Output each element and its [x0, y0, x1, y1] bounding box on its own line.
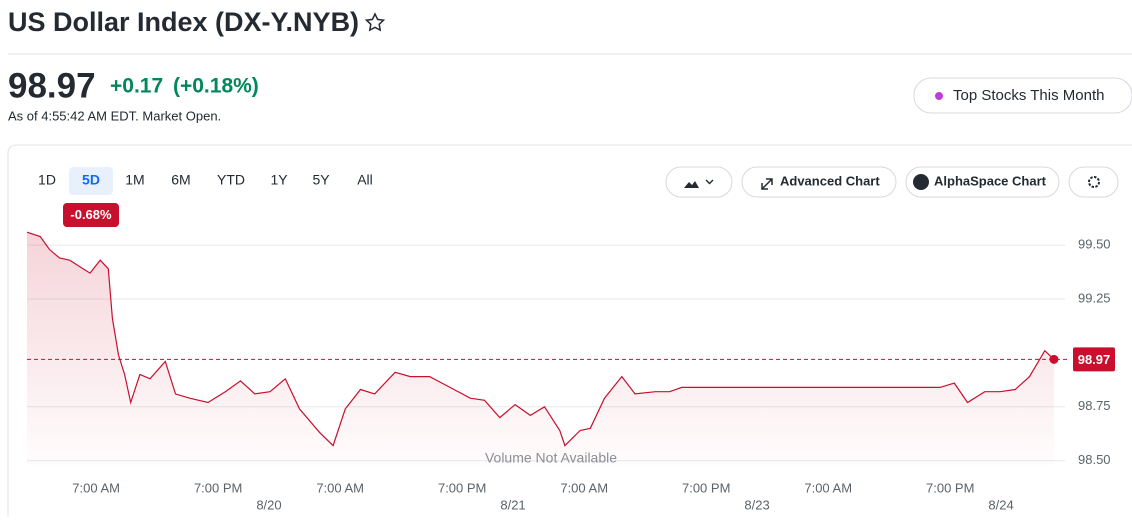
- price: 98.97: [8, 66, 96, 105]
- x-tick-label: 7:00 PM: [682, 480, 730, 495]
- x-tick-label: 7:00 AM: [560, 480, 608, 495]
- range-tab[interactable]: 6M: [171, 172, 190, 188]
- chart-card: [7, 144, 1132, 522]
- last-price-label: 98.97: [1078, 352, 1111, 367]
- as-of: As of 4:55:42 AM EDT. Market Open.: [8, 108, 221, 123]
- range-tab[interactable]: All: [357, 172, 373, 188]
- expand-icon: [761, 178, 773, 190]
- x-tick-label: 7:00 PM: [194, 480, 242, 495]
- promo-icon: [935, 92, 943, 100]
- date-tick-label: 8/21: [500, 497, 525, 512]
- period-change-badge: [63, 203, 119, 227]
- range-tab[interactable]: 5Y: [312, 172, 330, 188]
- alphaspace-label: AlphaSpace Chart: [934, 173, 1047, 188]
- x-tick-label: 7:00 AM: [804, 480, 852, 495]
- x-tick-label: 7:00 AM: [316, 480, 364, 495]
- promo-button[interactable]: [913, 77, 1132, 114]
- watchlist-star[interactable]: [364, 12, 386, 32]
- range-tab[interactable]: 5D: [82, 172, 100, 188]
- last-point: [1049, 354, 1059, 364]
- area: [27, 232, 1054, 465]
- y-tick-label: 99.50: [1078, 237, 1111, 252]
- advanced-chart-button[interactable]: [741, 166, 897, 198]
- price-line: [26, 231, 1055, 447]
- x-tick-label: 7:00 PM: [438, 480, 486, 495]
- mountain-icon: [684, 181, 699, 188]
- chart-type-button[interactable]: [665, 166, 733, 198]
- last-price-badge: [1073, 347, 1115, 372]
- alphaspace-button[interactable]: [905, 166, 1060, 198]
- promo-label: Top Stocks This Month: [953, 87, 1104, 104]
- change-percent: (+0.18%): [173, 75, 259, 98]
- date-tick-label: 8/20: [256, 497, 281, 512]
- range-tab[interactable]: YTD: [217, 172, 245, 188]
- period-change: -0.68%: [70, 207, 112, 222]
- range-tab[interactable]: 1M: [125, 172, 144, 188]
- date-tick-label: 8/23: [744, 497, 769, 512]
- settings-button[interactable]: [1068, 166, 1119, 198]
- date-tick-label: 8/24: [988, 497, 1013, 512]
- y-tick-label: 98.75: [1078, 398, 1111, 413]
- gear-icon: [1088, 176, 1100, 188]
- alphaspace-icon: [913, 174, 929, 190]
- range-tab-active: [69, 167, 113, 195]
- x-tick-label: 7:00 AM: [72, 480, 120, 495]
- y-tick-label: 99.25: [1078, 290, 1111, 305]
- title: US Dollar Index (DX-Y.NYB): [8, 7, 359, 37]
- range-tab[interactable]: 1Y: [270, 172, 288, 188]
- chevron: [705, 179, 714, 185]
- x-tick-label: 7:00 PM: [926, 480, 974, 495]
- change: +0.17: [110, 75, 163, 98]
- range-tab[interactable]: 1D: [38, 172, 56, 188]
- advanced-chart-label: Advanced Chart: [780, 173, 880, 188]
- y-tick-label: 98.50: [1078, 452, 1111, 467]
